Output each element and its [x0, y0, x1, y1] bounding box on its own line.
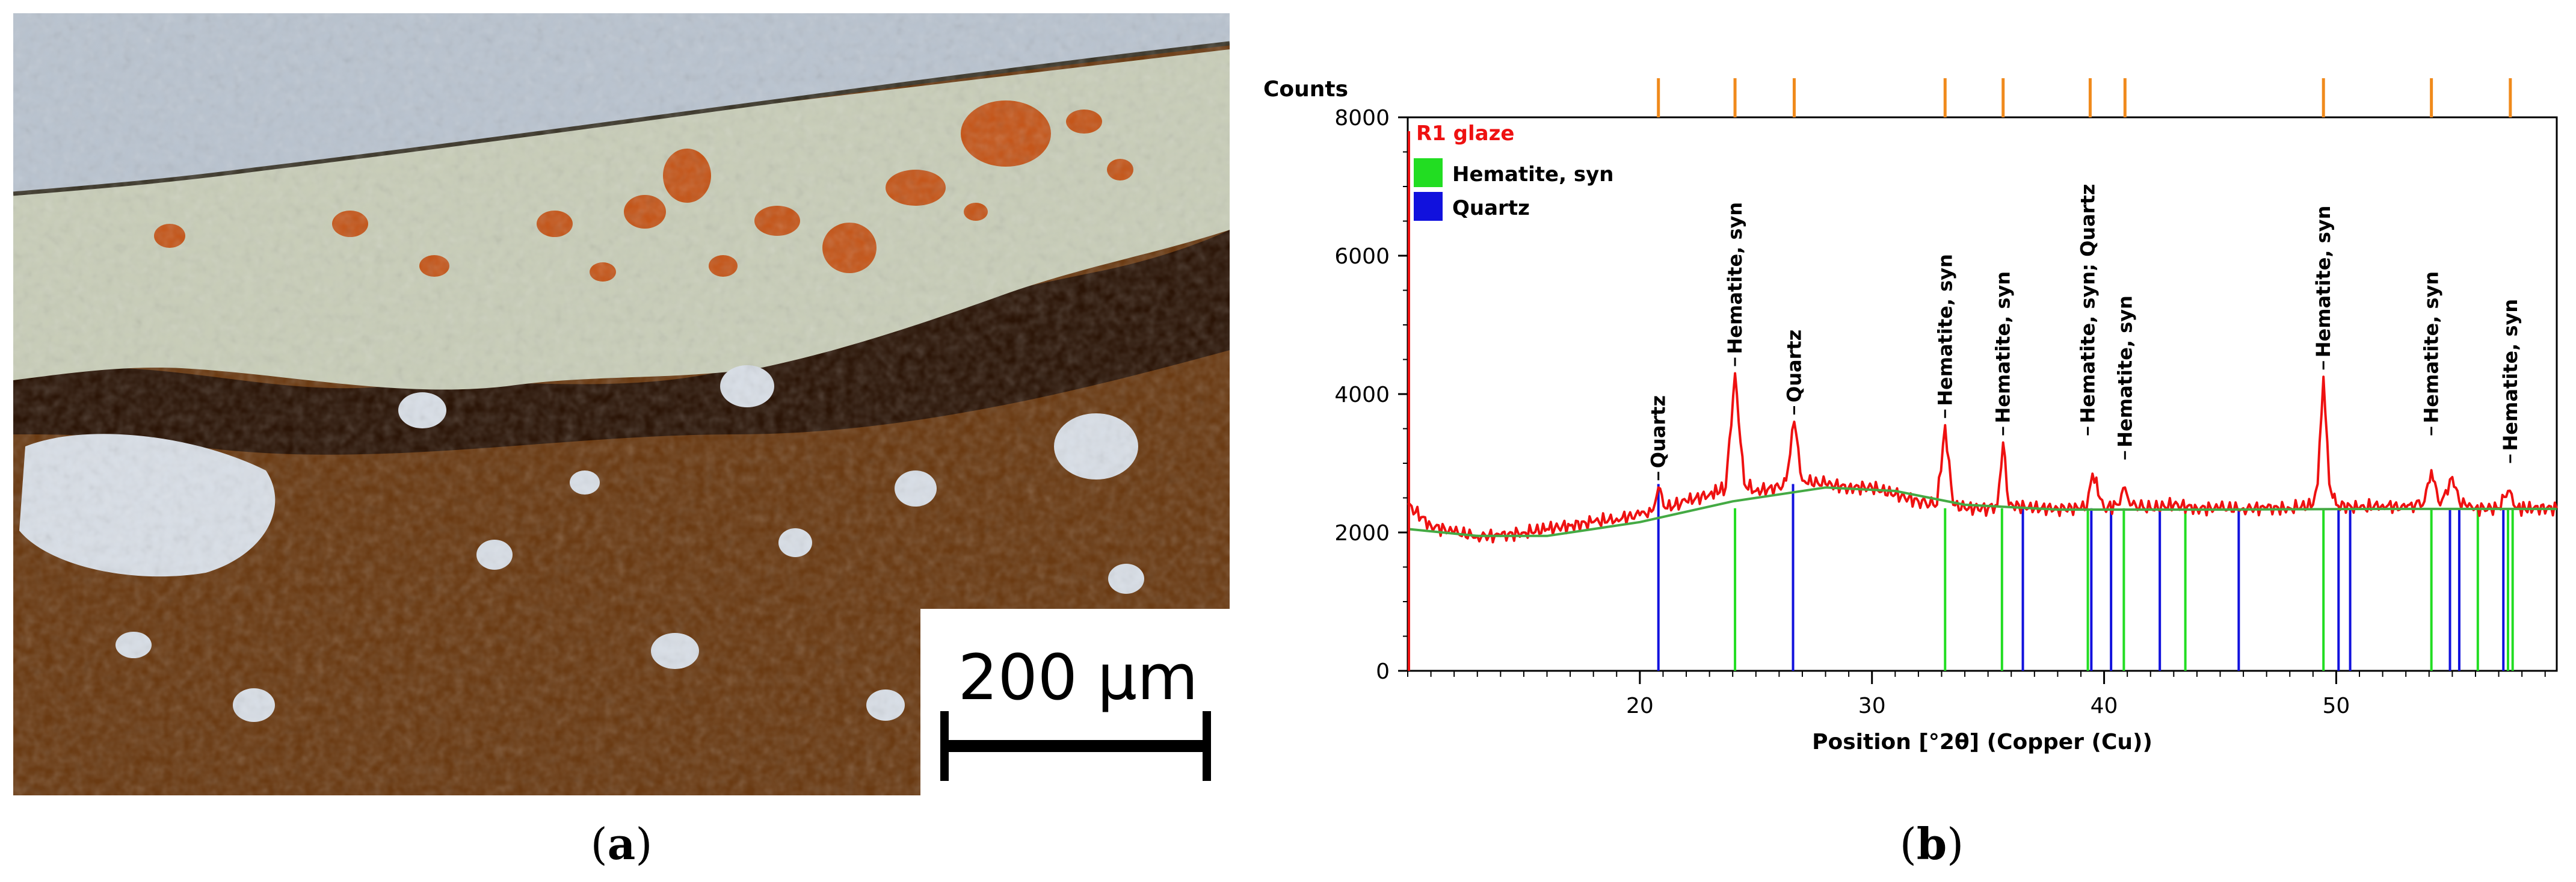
scale-bar-label: 200 µm [958, 641, 1198, 714]
peak-label: Quartz [1783, 330, 1805, 402]
micrograph-panel: 200 µm [13, 13, 1230, 795]
plot-frame [1407, 116, 2558, 672]
x-axis-title: Position [°2θ] (Copper (Cu)) [1812, 730, 2152, 754]
legend-swatch [1414, 192, 1443, 221]
background-curve [1407, 486, 2557, 537]
y-tick-label: 6000 [1334, 244, 1390, 269]
legend-label: Quartz [1452, 196, 1530, 220]
x-tick-label: 20 [1626, 694, 1654, 718]
caption-b-letter: b [1916, 818, 1947, 869]
x-tick-label: 50 [2323, 694, 2350, 718]
peak-label: Hematite, syn [2312, 206, 2335, 358]
peak-label: Hematite, syn [2113, 295, 2136, 448]
y-tick-label: 4000 [1334, 383, 1390, 407]
peak-label: Hematite, syn [1934, 254, 1956, 406]
peak-label: Quartz [1647, 395, 1670, 468]
micrograph-image: 200 µm [13, 13, 1230, 795]
peak-label: Hematite, syn [2499, 299, 2522, 451]
legend-label: R1 glaze [1416, 122, 1514, 146]
y-tick-label: 8000 [1334, 106, 1390, 131]
xrd-chart-panel: 20 30 40 50 0 2000 4000 6000 8000 Position [°2θ] … [1257, 60, 2569, 758]
y-tick-label: 0 [1376, 659, 1390, 684]
peak-label: Hematite, syn [1724, 202, 1746, 354]
x-tick-label: 40 [2091, 694, 2118, 718]
legend-swatch [1414, 158, 1443, 187]
caption-a-letter: a [607, 818, 636, 869]
peak-label: Hematite, syn; Quartz [2077, 184, 2100, 424]
r1-glaze-pattern [1407, 372, 2558, 544]
x-tick-label: 30 [1858, 694, 1886, 718]
peak-label: Hematite, syn [1992, 271, 2015, 424]
y-axis-title: Counts [1263, 77, 1348, 102]
peak-label: Hematite, syn [2420, 271, 2443, 424]
caption-a: (a) [590, 818, 653, 869]
y-tick-label: 2000 [1334, 521, 1390, 546]
scale-bar-box [920, 609, 1230, 795]
xrd-chart: 20 30 40 50 0 2000 4000 6000 8000 Position [°2θ] … [1263, 77, 2558, 754]
legend-label: Hematite, syn [1452, 162, 1613, 187]
caption-b: (b) [1899, 818, 1964, 869]
